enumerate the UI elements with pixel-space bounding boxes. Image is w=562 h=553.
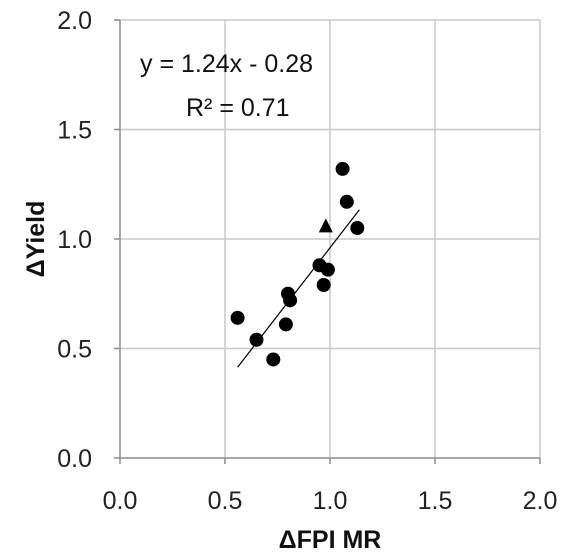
equation-label: y = 1.24x - 0.28 xyxy=(140,50,313,78)
grid-lines xyxy=(120,19,541,458)
r-squared-label: R² = 0.71 xyxy=(186,94,290,122)
circle-point xyxy=(283,293,298,308)
circle-point xyxy=(249,332,264,347)
circle-point xyxy=(339,194,354,209)
x-tick-label: 2.0 xyxy=(523,487,558,515)
x-tick-label: 1.0 xyxy=(313,487,348,515)
x-tick-label: 0.5 xyxy=(208,487,243,515)
axes xyxy=(114,19,541,464)
y-axis-title: ΔYield xyxy=(22,201,50,278)
x-axis-title: ΔFPI MR xyxy=(279,526,382,553)
circle-point xyxy=(230,310,245,325)
circle-point xyxy=(335,161,350,176)
y-tick-label: 0.5 xyxy=(57,336,92,364)
y-tick-label: 2.0 xyxy=(57,7,92,35)
x-tick-label: 0.0 xyxy=(103,487,138,515)
circle-point xyxy=(278,317,293,332)
tick-labels: 0.0 0.5 1.0 1.5 2.0 0.0 0.5 1.0 1.5 2.0 xyxy=(57,7,557,515)
triangle-point xyxy=(318,218,333,233)
y-tick-label: 0.0 xyxy=(57,445,92,473)
y-tick-label: 1.0 xyxy=(57,226,92,254)
data-points xyxy=(230,161,365,367)
x-tick-label: 1.5 xyxy=(418,487,453,515)
y-tick-label: 1.5 xyxy=(57,117,92,145)
circle-point xyxy=(266,352,281,367)
circle-point xyxy=(350,221,365,236)
circle-point xyxy=(316,277,331,292)
circle-point xyxy=(320,262,335,277)
